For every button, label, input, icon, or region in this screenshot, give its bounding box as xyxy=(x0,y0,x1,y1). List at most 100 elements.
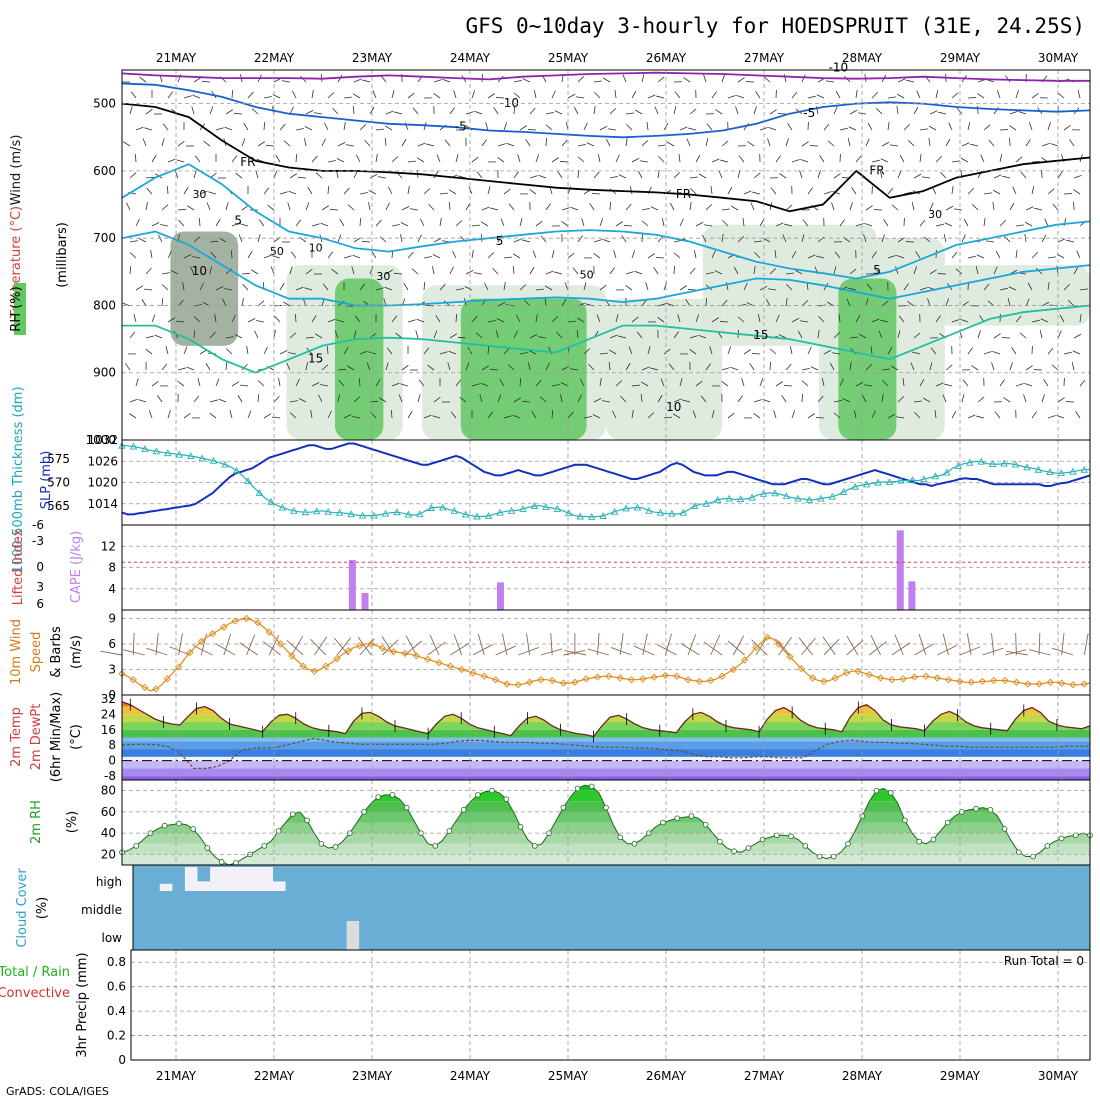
wind-barb xyxy=(540,235,547,243)
wind-barb xyxy=(1031,186,1035,195)
wind-barb xyxy=(785,272,794,275)
wind-barb xyxy=(833,266,837,275)
wind-barb xyxy=(433,92,441,99)
wind-barb xyxy=(1025,298,1030,307)
temp-axis-label-3: (6hr Min/Max) xyxy=(49,692,64,782)
wind-barb xyxy=(343,414,352,419)
wind-barb xyxy=(609,201,611,211)
wind-barb xyxy=(1047,188,1055,195)
wind-barb xyxy=(851,187,857,195)
wind-barb xyxy=(343,187,350,195)
wind-barb xyxy=(279,191,288,195)
wind-barb xyxy=(897,78,906,83)
wind-barb xyxy=(853,410,857,419)
wind-barb xyxy=(439,283,446,291)
wind-barb xyxy=(818,315,825,323)
wind-barb xyxy=(826,80,835,83)
wind-barb xyxy=(907,301,915,307)
wind-barb xyxy=(695,314,700,323)
wind-barb xyxy=(497,143,506,147)
wind-barb xyxy=(237,394,243,403)
wind-barb xyxy=(231,314,236,323)
wind-barb xyxy=(487,320,496,323)
wind-barb xyxy=(343,255,352,259)
cape-bar xyxy=(496,582,504,610)
wind-barb xyxy=(641,207,650,211)
temperature-band xyxy=(122,737,1090,742)
wind-barb xyxy=(1079,314,1082,323)
wind-barb xyxy=(1043,379,1049,387)
rh-marker xyxy=(275,828,282,834)
wind-barb xyxy=(919,128,928,131)
wind-barb xyxy=(154,334,163,339)
thickness-marker xyxy=(267,497,275,505)
wind-barb xyxy=(896,255,905,259)
wind-barb xyxy=(268,635,280,656)
wind-barb xyxy=(516,314,521,323)
wind-barb xyxy=(995,250,1001,259)
wind-barb xyxy=(354,315,361,323)
wind-barb xyxy=(391,224,400,227)
cloud-level-label: low xyxy=(102,931,123,945)
wind-marker xyxy=(367,640,375,648)
wind-barb xyxy=(540,648,563,656)
wind-barb xyxy=(455,154,459,163)
wind-barb xyxy=(817,170,821,179)
thickness-marker xyxy=(1034,465,1043,473)
temperature-line xyxy=(121,701,1091,738)
wind-barb xyxy=(521,400,531,403)
wind-barb xyxy=(167,410,171,419)
wind-barb xyxy=(529,175,538,179)
thickness-marker xyxy=(977,457,985,465)
wind-barb xyxy=(427,364,435,371)
wind-barb xyxy=(1059,314,1065,323)
wind-barb xyxy=(589,203,595,211)
wind-barb xyxy=(561,220,569,227)
wind-barb xyxy=(257,394,260,403)
contour-label: 30 xyxy=(376,270,390,283)
wind-barb xyxy=(370,411,377,419)
rh-marker xyxy=(887,789,894,796)
wind-barb xyxy=(602,77,611,83)
wind-barb xyxy=(513,171,520,179)
wind-barb xyxy=(631,90,637,99)
wind-barb xyxy=(538,174,547,179)
wind-barb xyxy=(1047,282,1050,291)
wind-barb xyxy=(741,378,745,387)
wind-barb xyxy=(465,202,471,211)
wind-barb xyxy=(479,394,483,403)
wind-barb xyxy=(593,106,596,115)
wind-barb xyxy=(783,74,787,83)
wind-barb xyxy=(870,635,881,656)
wind-barb xyxy=(391,156,399,163)
wind-barb xyxy=(347,204,355,211)
wind-barb xyxy=(705,297,707,307)
y-tick-label-left: 3 xyxy=(36,580,44,594)
wind-barb xyxy=(295,219,302,227)
wind-barb xyxy=(429,634,440,656)
wind-barb xyxy=(545,270,554,275)
rh-marker xyxy=(161,822,168,829)
y-tick-label: 0 xyxy=(108,754,116,768)
y-tick-label: -8 xyxy=(104,769,116,783)
wind-barb xyxy=(428,203,435,211)
wind-barb xyxy=(663,348,671,355)
wind-barb xyxy=(1015,250,1018,259)
rh-region xyxy=(170,231,239,346)
wind-barb xyxy=(327,251,334,259)
wind-barb xyxy=(288,190,297,195)
wind-barb xyxy=(241,363,248,371)
wind-barb xyxy=(192,644,213,656)
wind-barb xyxy=(992,189,1001,195)
wind-barb xyxy=(583,122,588,131)
wind-barb xyxy=(432,266,435,275)
thickness-marker xyxy=(129,442,138,450)
wind-barb xyxy=(609,267,616,275)
wind-barb xyxy=(279,283,285,291)
wind-barb xyxy=(609,108,617,115)
wind-barb xyxy=(247,410,252,419)
wind-barb xyxy=(992,351,1001,355)
wind-barb xyxy=(880,319,889,323)
